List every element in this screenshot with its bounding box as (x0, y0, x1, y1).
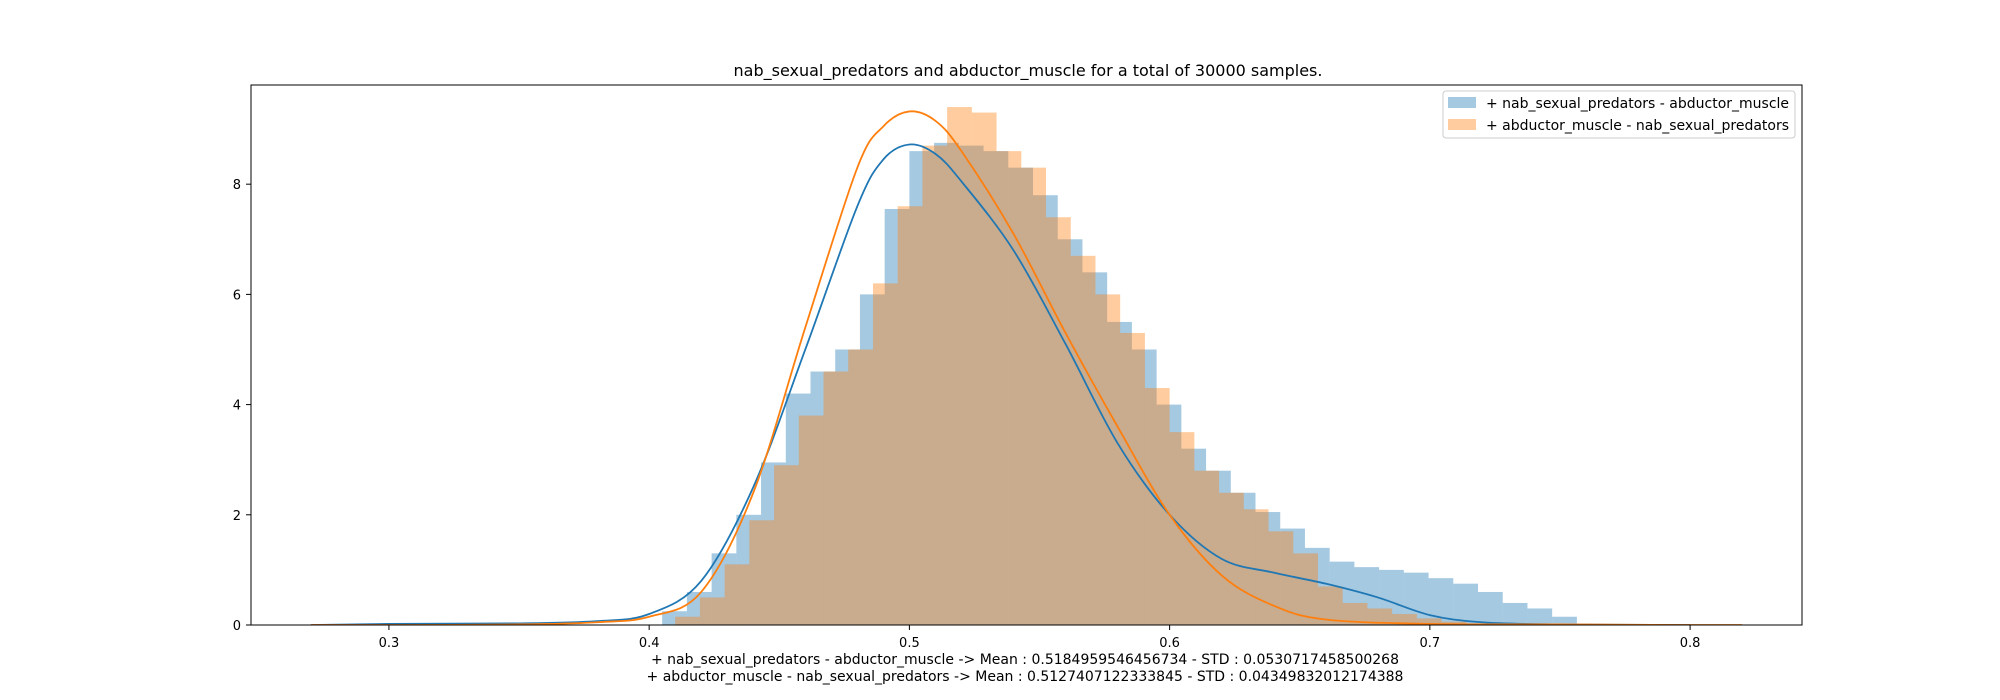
histogram-bar (958, 145, 984, 625)
histogram-bar (1057, 239, 1083, 625)
histogram-bar (1268, 531, 1294, 625)
histogram-bar (724, 564, 750, 625)
histogram-bar (1342, 602, 1368, 625)
x-axis-label-line-2: + abductor_muscle - nab_sexual_predators… (647, 669, 1404, 685)
legend-swatch-series-2 (1448, 119, 1476, 130)
y-tick-label: 0 (233, 619, 241, 634)
histogram-bar (1392, 613, 1417, 625)
histogram-bar (1070, 255, 1096, 625)
plot-area (310, 107, 1743, 625)
histogram-bar (774, 465, 799, 625)
legend-swatch-series-1 (1448, 97, 1476, 108)
histogram-bar (1008, 167, 1034, 625)
x-tick-label: 0.3 (379, 636, 400, 651)
y-tick-label: 4 (233, 399, 241, 414)
histogram-bar (1095, 294, 1121, 625)
histogram-bar (859, 294, 885, 625)
x-axis-label-line-1: + nab_sexual_predators - abductor_muscle… (651, 652, 1399, 668)
histogram-bar (983, 151, 1009, 625)
histogram-bar (1194, 470, 1220, 625)
y-tick-label: 2 (233, 509, 241, 524)
x-tick-label: 0.5 (899, 636, 920, 651)
histogram-bar (1144, 388, 1170, 625)
histogram-bar (897, 206, 923, 625)
histogram-bar (1304, 547, 1330, 625)
kde-line-series-1 (310, 143, 1691, 625)
histogram-bar (934, 142, 959, 625)
y-tick-label: 6 (233, 288, 241, 303)
histogram-bar (1107, 321, 1132, 625)
histogram-bar (1046, 217, 1071, 625)
legend-box (1442, 90, 1796, 139)
legend-label-series-2: + abductor_muscle - nab_sexual_predators (1486, 118, 1789, 134)
histogram-bar (1206, 470, 1231, 625)
histogram-bar (810, 371, 836, 625)
chart-title: nab_sexual_predators and abductor_muscle… (734, 61, 1323, 81)
y-tick-label: 8 (233, 178, 241, 193)
x-tick-label: 0.6 (1159, 636, 1180, 651)
histogram-bar (1453, 583, 1479, 625)
histogram-bar (996, 151, 1022, 625)
histogram-bar (749, 520, 775, 625)
histogram-bar (1403, 572, 1429, 625)
histogram-bar (1230, 492, 1256, 625)
histogram-bar (798, 415, 824, 625)
histogram-bar (1379, 569, 1404, 625)
x-tick-label: 0.7 (1420, 636, 1441, 651)
legend: + nab_sexual_predators - abductor_muscle… (1442, 90, 1796, 139)
histogram-bar (1478, 591, 1503, 625)
histogram-bar (675, 616, 700, 625)
histogram-bar (835, 349, 860, 625)
histogram-bar (1527, 608, 1553, 625)
histogram-bar (699, 597, 725, 625)
histogram-bar (736, 514, 762, 625)
histogram-bar (848, 349, 873, 625)
y-axis: 0 2 4 6 8 (233, 178, 251, 634)
histogram-bar (1416, 618, 1442, 625)
histogram-bar (823, 371, 849, 625)
histogram-bar (947, 107, 972, 625)
histogram-bar (686, 591, 712, 625)
histogram-bar (909, 151, 935, 625)
x-tick-label: 0.4 (639, 636, 660, 651)
histogram-bar (785, 393, 811, 625)
histogram-bar (711, 553, 737, 625)
histogram-bar (922, 145, 948, 625)
histogram-bar (662, 611, 687, 625)
legend-label-series-1: + nab_sexual_predators - abductor_muscle (1486, 96, 1789, 112)
x-axis: 0.3 0.4 0.5 0.6 0.7 0.8 (379, 625, 1701, 651)
kde-line-series-2 (310, 110, 1743, 625)
histogram-bar (1293, 553, 1318, 625)
x-tick-label: 0.8 (1680, 636, 1701, 651)
histogram-bar (1367, 608, 1393, 625)
histogram-bar (872, 283, 898, 625)
histogram-bar (1021, 167, 1047, 625)
histogram-bar (1082, 272, 1108, 625)
plot-frame (250, 84, 1803, 626)
histogram-series-1 (662, 142, 1577, 625)
histogram-bar (884, 208, 910, 625)
histogram-bar (971, 112, 997, 625)
histogram-bar (1033, 195, 1058, 625)
histogram-bar (761, 462, 786, 625)
histogram-bar (1329, 561, 1355, 625)
histogram-bar (1502, 602, 1528, 625)
histogram-bar (1552, 616, 1577, 625)
